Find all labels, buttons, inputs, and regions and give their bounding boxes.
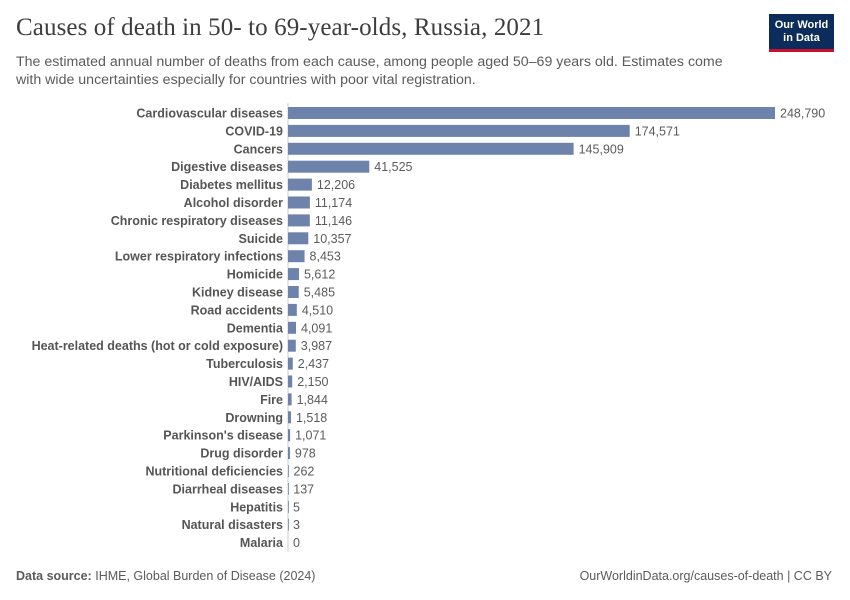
value-label-heat-related-deaths-hot-or-cold-exposure: 3,987 [301,339,332,353]
owid-logo[interactable]: Our World in Data [769,14,834,52]
category-label-digestive-diseases: Digestive diseases [171,160,283,174]
bar-covid-19[interactable] [288,124,630,137]
category-label-lower-respiratory-infections: Lower respiratory infections [115,250,283,264]
category-label-malaria: Malaria [240,536,284,550]
bar-homicide[interactable] [288,268,299,281]
bar-fire[interactable] [288,393,292,406]
category-label-kidney-disease: Kidney disease [192,286,283,300]
bar-drug-disorder[interactable] [288,447,290,460]
value-label-homicide: 5,612 [304,268,335,282]
value-label-suicide: 10,357 [313,232,351,246]
logo-line-1: Our World [774,19,829,31]
bar-cardiovascular-diseases[interactable] [288,107,775,119]
value-label-covid-19: 174,571 [635,124,680,138]
value-label-lower-respiratory-infections: 8,453 [310,250,341,264]
data-source-text[interactable]: IHME, Global Burden of Disease (2024) [95,569,316,583]
category-label-covid-19: COVID-19 [225,124,283,138]
chart-subtitle: The estimated annual number of deaths fr… [16,54,723,88]
value-label-tuberculosis: 2,437 [298,357,329,371]
value-label-malaria: 0 [293,536,300,550]
category-label-fire: Fire [260,393,283,407]
category-label-suicide: Suicide [239,232,284,246]
value-label-kidney-disease: 5,485 [304,286,335,300]
bar-kidney-disease[interactable] [288,286,299,298]
bar-suicide[interactable] [288,232,309,245]
category-label-cardiovascular-diseases: Cardiovascular diseases [136,107,283,121]
bar-natural-disasters[interactable] [288,518,289,531]
value-label-nutritional-deficiencies: 262 [294,465,315,479]
chart-title: Causes of death in 50- to 69-year-olds, … [16,14,545,41]
category-label-drowning: Drowning [225,411,283,425]
category-label-tuberculosis: Tuberculosis [206,357,283,371]
value-label-drowning: 1,518 [296,411,327,425]
bar-hiv-aids[interactable] [288,375,293,388]
category-label-parkinson-s-disease: Parkinson's disease [163,429,283,443]
data-source: Data source: IHME, Global Burden of Dise… [16,569,315,583]
value-label-chronic-respiratory-diseases: 11,146 [315,214,352,228]
bar-road-accidents[interactable] [288,303,297,316]
bar-diabetes-mellitus[interactable] [288,178,312,191]
bar-alcohol-disorder[interactable] [288,196,310,209]
category-label-homicide: Homicide [227,268,283,282]
category-label-alcohol-disorder: Alcohol disorder [184,196,283,210]
value-label-natural-disasters: 3 [293,518,300,532]
value-label-drug-disorder: 978 [295,447,316,461]
bar-cancers[interactable] [288,142,574,155]
category-label-heat-related-deaths-hot-or-cold-exposure: Heat-related deaths (hot or cold exposur… [32,339,283,353]
value-label-diabetes-mellitus: 12,206 [317,178,355,192]
source-url[interactable]: OurWorldinData.org/causes-of-death | CC … [579,569,832,583]
bar-tuberculosis[interactable] [288,357,293,370]
value-label-hiv-aids: 2,150 [297,375,328,389]
value-label-parkinson-s-disease: 1,071 [295,429,326,443]
bar-nutritional-deficiencies[interactable] [288,465,289,477]
category-label-diarrheal-diseases: Diarrheal diseases [173,482,284,496]
value-label-road-accidents: 4,510 [302,303,333,317]
bar-drowning[interactable] [288,411,291,424]
value-label-dementia: 4,091 [301,321,332,335]
category-label-natural-disasters: Natural disasters [182,518,283,532]
value-label-hepatitis: 5 [293,500,300,514]
data-source-label: Data source: [16,569,92,583]
bar-lower-respiratory-infections[interactable] [288,250,305,263]
bar-dementia[interactable] [288,321,297,334]
category-label-chronic-respiratory-diseases: Chronic respiratory diseases [111,214,283,228]
bar-chronic-respiratory-diseases[interactable] [288,214,310,227]
value-label-cardiovascular-diseases: 248,790 [780,107,825,121]
category-label-dementia: Dementia [227,321,284,335]
value-label-diarrheal-diseases: 137 [293,482,314,496]
bar-digestive-diseases[interactable] [288,160,370,173]
bar-parkinson-s-disease[interactable] [288,429,291,442]
category-label-drug-disorder: Drug disorder [200,447,283,461]
value-label-fire: 1,844 [297,393,328,407]
category-label-road-accidents: Road accidents [191,303,283,317]
bar-heat-related-deaths-hot-or-cold-exposure[interactable] [288,339,296,352]
value-label-digestive-diseases: 41,525 [374,160,412,174]
value-label-alcohol-disorder: 11,174 [315,196,352,210]
category-label-diabetes-mellitus: Diabetes mellitus [180,178,283,192]
bar-diarrheal-diseases[interactable] [288,482,289,495]
category-label-hepatitis: Hepatitis [230,500,283,514]
bar-hepatitis[interactable] [288,500,289,513]
category-label-cancers: Cancers [234,142,283,156]
value-label-cancers: 145,909 [579,142,624,156]
category-label-hiv-aids: HIV/AIDS [229,375,283,389]
logo-line-2: in Data [783,32,820,44]
category-label-nutritional-deficiencies: Nutritional deficiencies [145,465,283,479]
